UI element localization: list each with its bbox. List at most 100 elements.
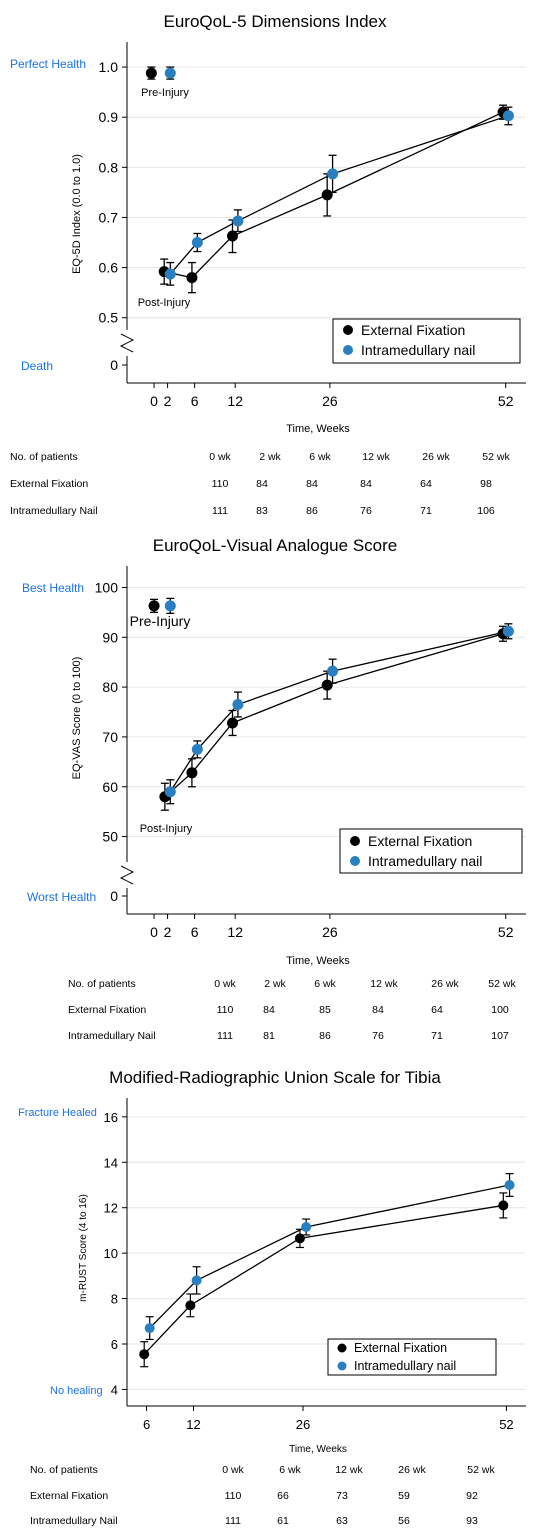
data-point-external — [139, 1349, 150, 1360]
table-cell: 66 — [277, 1490, 289, 1502]
table-cell: 92 — [466, 1490, 478, 1502]
x-axis-label: Time, Weeks — [286, 423, 350, 435]
y-tick-label: 90 — [102, 629, 118, 645]
data-point-external — [226, 230, 238, 242]
patients-table: No. of patients 0 wk 6 wk 12 wk 26 wk 52… — [30, 1464, 495, 1527]
x-tick-label: 26 — [322, 393, 338, 409]
y-tick-label: 0.6 — [99, 260, 119, 276]
y-tick-label: 10 — [104, 1246, 118, 1261]
legend-label-intramedullary: Intramedullary nail — [368, 853, 482, 869]
data-series — [145, 66, 514, 294]
x-tick-label: 52 — [498, 393, 514, 409]
table-row-label: External Fixation — [10, 478, 88, 490]
table-cell: 86 — [319, 1030, 331, 1042]
table-header-52wk: 52 wk — [467, 1464, 495, 1476]
table-cell: 64 — [431, 1004, 443, 1016]
y-tick-label: 100 — [95, 579, 119, 595]
table-cell: 110 — [225, 1490, 242, 1502]
data-series — [139, 1173, 515, 1368]
table-header-0wk: 0 wk — [214, 978, 236, 990]
data-point-intramedullary — [504, 1179, 515, 1190]
chart-title: EuroQoL-Visual Analogue Score — [153, 536, 397, 555]
y-tick-label: 0.9 — [99, 109, 119, 125]
gridlines — [127, 66, 526, 319]
table-header-12wk: 12 wk — [362, 451, 390, 463]
table-cell: 98 — [480, 478, 492, 490]
y-axis-label: EQ-5D Index (0.0 to 1.0) — [71, 154, 83, 274]
y-tick-marks: 50 60 70 80 90 100 — [95, 579, 127, 845]
panel-mrust: Modified-Radiographic Union Scale for Ti… — [18, 1068, 526, 1527]
legend-marker-external — [337, 1343, 347, 1353]
data-point-external — [185, 1300, 196, 1311]
table-header-52wk: 52 wk — [488, 978, 516, 990]
table-cell: 76 — [360, 505, 372, 517]
x-tick-label: 12 — [227, 393, 243, 409]
x-tick-label: 6 — [143, 1417, 150, 1432]
legend-marker-intramedullary — [350, 856, 360, 866]
table-header-0wk: 0 wk — [222, 1464, 244, 1476]
data-point-external — [321, 189, 333, 201]
x-tick-label: 52 — [498, 924, 514, 940]
table-header-26wk: 26 wk — [398, 1464, 426, 1476]
table-header-12wk: 12 wk — [335, 1464, 363, 1476]
table-row-label: Intramedullary Nail — [10, 505, 98, 517]
annotation-post-injury: Post-Injury — [140, 823, 193, 835]
data-point-intramedullary — [232, 699, 244, 711]
data-series — [148, 597, 514, 811]
panel-eq-vas: EuroQoL-Visual Analogue Score 5060708090… — [22, 536, 526, 1042]
data-point-external — [186, 767, 198, 779]
data-point-preinjury-intramedullary — [164, 600, 176, 612]
table-cell: 85 — [319, 1004, 331, 1016]
table-cell: 59 — [398, 1490, 410, 1502]
legend-marker-intramedullary — [343, 345, 353, 355]
series-line-intramedullary — [149, 1184, 510, 1329]
table-cell: 111 — [225, 1515, 241, 1527]
table-header-6wk: 6 wk — [309, 451, 331, 463]
annotation-post-injury: Post-Injury — [138, 297, 191, 309]
table-cell: 84 — [306, 478, 318, 490]
table-cell: 56 — [398, 1515, 410, 1527]
data-point-intramedullary — [191, 237, 203, 249]
x-tick-label: 12 — [227, 924, 243, 940]
legend: External Fixation Intramedullary nail — [339, 828, 523, 874]
data-point-intramedullary — [232, 215, 244, 227]
table-cell: 84 — [372, 1004, 384, 1016]
table-cell: 81 — [263, 1030, 275, 1042]
x-axis-label: Time, Weeks — [286, 955, 350, 967]
table-cell: 71 — [420, 505, 432, 517]
table-row-label: External Fixation — [68, 1004, 146, 1016]
data-point-external — [186, 272, 198, 284]
series-line-external — [143, 1204, 504, 1355]
table-cell: 71 — [431, 1030, 443, 1042]
chart-title: Modified-Radiographic Union Scale for Ti… — [109, 1068, 441, 1087]
x-axis-label: Time, Weeks — [289, 1444, 347, 1455]
legend-label-external: External Fixation — [368, 833, 472, 849]
y-tick-label: 4 — [111, 1382, 118, 1397]
x-tick-label: 6 — [191, 393, 199, 409]
table-cell: 107 — [491, 1030, 509, 1042]
data-point-intramedullary — [327, 665, 339, 677]
data-point-preinjury-external — [148, 600, 160, 612]
x-tick-label: 26 — [296, 1417, 310, 1432]
table-cell: 84 — [360, 478, 372, 490]
table-cell: 86 — [306, 505, 318, 517]
x-tick-label: 52 — [499, 1417, 513, 1432]
x-tick-marks: 0 2 6 12 26 52 — [150, 383, 514, 409]
data-point-preinjury-external — [145, 67, 157, 79]
table-cell: 110 — [212, 478, 229, 490]
y-tick-marks: 4 6 8 10 12 14 16 — [104, 1110, 127, 1397]
side-label-perfect-health: Perfect Health — [10, 57, 86, 71]
y-tick-label: 8 — [111, 1292, 118, 1307]
table-row-label: External Fixation — [30, 1490, 108, 1502]
table-header-26wk: 26 wk — [431, 978, 459, 990]
legend: External Fixation Intramedullary nail — [332, 318, 521, 364]
x-tick-marks: 6 12 26 52 — [143, 1406, 514, 1432]
axis-break-mark — [119, 333, 135, 353]
side-label-death: Death — [21, 359, 53, 373]
data-point-intramedullary — [164, 786, 176, 798]
x-tick-label: 26 — [322, 924, 338, 940]
x-tick-label: 12 — [186, 1417, 200, 1432]
table-cell: 111 — [217, 1030, 233, 1042]
data-point-intramedullary — [164, 268, 176, 280]
